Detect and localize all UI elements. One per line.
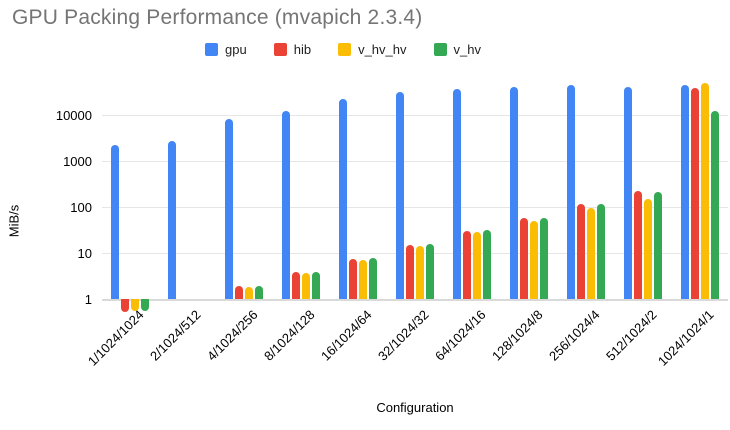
bar-v_hv[interactable] (710, 111, 719, 299)
bar-v_hv[interactable] (369, 258, 378, 299)
bar-v_hv[interactable] (255, 285, 264, 299)
x-axis-title: Configuration (376, 400, 454, 415)
y-axis-tick-label: 1000 (63, 154, 92, 169)
bar-hib[interactable] (235, 286, 244, 299)
y-axis-tick-label: 100 (70, 200, 92, 215)
gridline (102, 115, 728, 116)
bar-v_hv_hv[interactable] (245, 286, 254, 299)
bar-v_hv[interactable] (482, 230, 491, 299)
bar-hib[interactable] (519, 217, 528, 299)
bar-v_hv_hv[interactable] (643, 198, 652, 299)
bar-gpu[interactable] (282, 110, 291, 299)
bar-v_hv[interactable] (312, 271, 321, 299)
bar-gpu[interactable] (509, 87, 518, 299)
x-axis-tick-label: 1/1024/1024 (85, 307, 148, 369)
gridline (102, 207, 728, 208)
bar-v_hv_hv[interactable] (586, 208, 595, 299)
gridline (102, 161, 728, 162)
bar-v_hv[interactable] (141, 299, 150, 311)
gridline (102, 253, 728, 254)
bar-hib[interactable] (292, 272, 301, 299)
bar-hib[interactable] (121, 299, 130, 313)
bar-v_hv_hv[interactable] (700, 83, 709, 299)
x-axis-tick-label: 512/1024/2 (602, 307, 660, 364)
y-axis-title: MiB/s (6, 204, 22, 238)
legend-swatch-icon (433, 43, 447, 56)
bar-v_hv[interactable] (539, 217, 548, 299)
legend-item-gpu[interactable]: gpu (205, 42, 247, 57)
bar-gpu[interactable] (111, 145, 120, 299)
legend-label: v_hv_hv (358, 42, 407, 57)
bar-v_hv_hv[interactable] (472, 231, 481, 299)
x-axis-tick-label: 4/1024/256 (204, 307, 261, 364)
bar-gpu[interactable] (452, 89, 461, 299)
bar-gpu[interactable] (623, 87, 632, 299)
bar-v_hv_hv[interactable] (359, 259, 368, 299)
legend-item-v_hv[interactable]: v_hv (433, 42, 481, 57)
x-axis-tick-label: 64/1024/16 (431, 307, 489, 364)
bar-gpu[interactable] (680, 84, 689, 299)
legend-label: v_hv (453, 42, 481, 57)
y-axis-tick-label: 10000 (55, 108, 92, 123)
bar-hib[interactable] (576, 204, 585, 299)
legend: gpu hib v_hv_hv v_hv (0, 42, 708, 57)
bar-v_hv_hv[interactable] (131, 299, 140, 311)
plot-area (102, 78, 728, 313)
x-axis-tick-label: 128/1024/8 (488, 307, 546, 364)
bar-v_hv[interactable] (653, 192, 662, 299)
legend-swatch-icon (205, 43, 219, 56)
bar-gpu[interactable] (225, 118, 234, 299)
x-axis-tick-label: 8/1024/128 (261, 307, 318, 364)
bar-hib[interactable] (406, 244, 414, 299)
bar-gpu[interactable] (168, 141, 177, 299)
x-axis-tick-label: 32/1024/32 (374, 307, 432, 364)
bar-v_hv[interactable] (596, 204, 605, 299)
y-axis-tick-label: 1 (84, 292, 92, 307)
bar-v_hv[interactable] (426, 244, 434, 299)
bar-hib[interactable] (690, 88, 699, 299)
legend-item-hib[interactable]: hib (273, 42, 312, 57)
bar-gpu[interactable] (566, 84, 575, 299)
x-axis-tick-label: 1024/1024/1 (654, 307, 717, 369)
bar-v_hv_hv[interactable] (416, 246, 424, 299)
chart-title: GPU Packing Performance (mvapich 2.3.4) (12, 6, 423, 29)
x-axis-tick-label: 256/1024/4 (545, 307, 603, 364)
bar-hib[interactable] (633, 191, 642, 299)
bar-gpu[interactable] (339, 99, 348, 299)
legend-item-v_hv_hv[interactable]: v_hv_hv (338, 42, 407, 57)
bar-gpu[interactable] (396, 92, 404, 299)
x-axis-line (102, 299, 728, 301)
legend-swatch-icon (273, 43, 287, 56)
legend-label: gpu (225, 42, 247, 57)
bar-hib[interactable] (462, 231, 471, 299)
x-axis-tick-label: 16/1024/64 (318, 307, 375, 364)
legend-label: hib (293, 42, 312, 57)
bar-v_hv_hv[interactable] (302, 272, 311, 299)
y-axis-tick-label: 10 (77, 246, 92, 261)
bar-hib[interactable] (349, 258, 358, 299)
bar-v_hv_hv[interactable] (529, 220, 538, 299)
legend-swatch-icon (338, 43, 352, 56)
x-axis-tick-label: 2/1024/512 (147, 307, 204, 364)
